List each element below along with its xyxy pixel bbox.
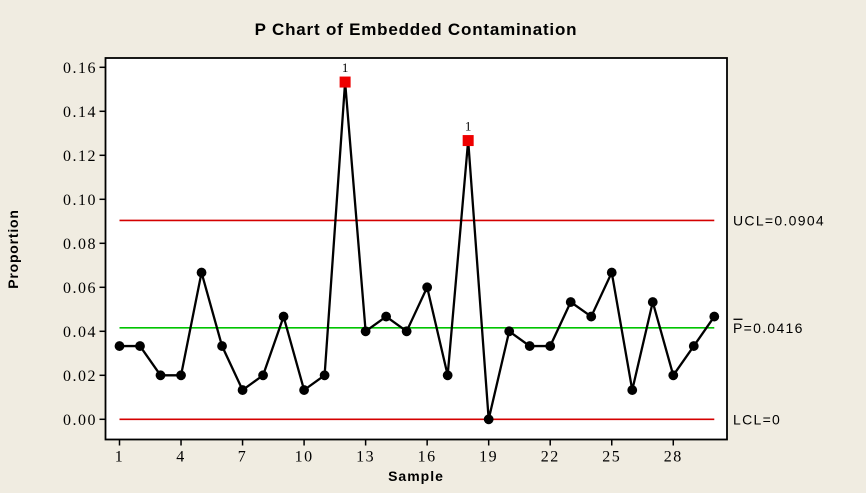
data-point: [647, 297, 658, 307]
center-label: P=0.0416: [733, 320, 804, 336]
data-point: [381, 311, 392, 322]
data-point: [709, 311, 720, 322]
data-point: [504, 326, 515, 337]
x-tick-label: 1: [115, 449, 125, 466]
out-of-control-point: [462, 135, 474, 147]
data-point: [627, 385, 638, 395]
x-tick-label: 13: [356, 449, 375, 466]
y-tick-label: 0.00: [63, 412, 97, 429]
data-point: [319, 370, 330, 381]
x-tick-label: 28: [664, 449, 683, 466]
data-point: [114, 341, 125, 351]
data-point: [196, 267, 207, 278]
data-point: [135, 341, 145, 351]
data-point: [668, 370, 679, 381]
data-point: [606, 267, 617, 278]
data-point: [360, 326, 371, 337]
y-tick-label: 0.12: [63, 148, 97, 165]
x-tick-label: 22: [541, 449, 560, 466]
data-point: [422, 282, 433, 293]
x-axis-title: Sample: [388, 468, 444, 484]
y-tick-label: 0.08: [63, 236, 97, 253]
data-point: [217, 341, 227, 351]
y-tick-label: 0.06: [63, 280, 97, 297]
y-tick-label: 0.14: [63, 104, 97, 121]
data-point: [586, 311, 597, 322]
ucl-label: UCL=0.0904: [733, 212, 825, 228]
y-tick-label: 0.02: [63, 368, 97, 385]
y-tick-label: 0.04: [63, 324, 97, 341]
y-tick-label: 0.10: [63, 192, 97, 209]
out-of-control-flag: 1: [465, 119, 472, 134]
data-point: [155, 370, 166, 381]
x-tick-label: 10: [295, 449, 314, 466]
y-tick-label: 0.16: [63, 60, 97, 77]
data-point: [565, 297, 576, 307]
series-line: [119, 81, 716, 420]
data-point: [176, 370, 186, 381]
chart-title: P Chart of Embedded Contamination: [254, 20, 578, 39]
data-point: [278, 311, 289, 322]
x-tick-label: 7: [238, 449, 248, 466]
data-point: [545, 341, 556, 351]
out-of-control-point: [339, 76, 351, 88]
x-tick-label: 16: [418, 449, 437, 466]
data-point: [524, 341, 535, 351]
data-point: [258, 370, 268, 381]
data-point: [237, 385, 248, 395]
data-point: [299, 385, 309, 395]
data-point: [483, 414, 494, 425]
plot-area: [104, 57, 728, 441]
data-point: [401, 326, 412, 337]
data-point: [688, 341, 699, 351]
x-tick-label: 25: [602, 449, 621, 466]
x-tick-label: 4: [176, 449, 186, 466]
data-point: [442, 370, 453, 381]
out-of-control-flag: 1: [342, 60, 349, 75]
x-tick-label: 19: [479, 449, 498, 466]
lcl-label: LCL=0: [733, 411, 781, 427]
